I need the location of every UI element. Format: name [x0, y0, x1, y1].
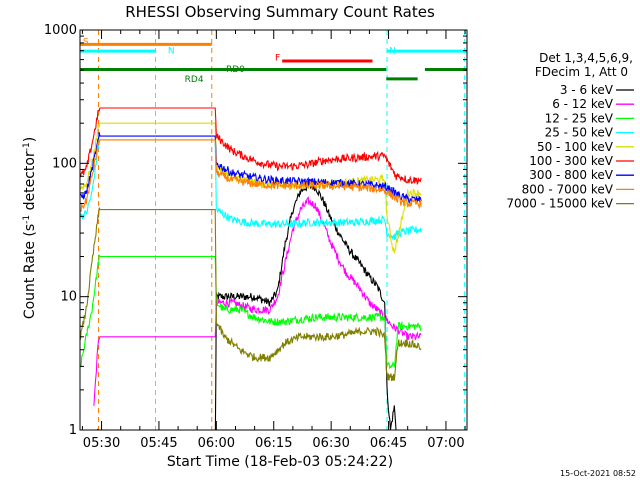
series-layer [80, 107, 422, 430]
legend-entry-label-7: 800 - 7000 keV [522, 182, 614, 196]
y-label-part2: detector [22, 151, 38, 215]
legend-entry-label-1: 6 - 12 keV [552, 97, 614, 111]
x-axis-label: Start Time (18-Feb-03 05:24:22) [167, 454, 393, 470]
y-tick-label: 100 [52, 156, 77, 171]
y-axis: 1 10 100 1000 [44, 23, 467, 438]
series-line-5 [80, 107, 422, 186]
x-tick-label: 06:00 [198, 436, 235, 451]
state-bar-label-3: F [275, 54, 280, 64]
legend-entry-label-6: 300 - 800 keV [529, 168, 613, 182]
legend-header-line1: Det 1,3,4,5,6,9, [539, 51, 633, 65]
x-tick-label: 05:45 [140, 436, 177, 451]
state-bar-label-5: RD4 [185, 75, 204, 85]
x-axis: 05:30 05:45 06:00 06:15 06:30 06:45 07:00 [81, 30, 466, 451]
y-label-part1: Count Rate (s [22, 224, 38, 319]
x-tick-label: 07:00 [427, 436, 464, 451]
x-tick-label: 05:30 [83, 436, 120, 451]
y-label-part3: ) [22, 137, 38, 142]
y-axis-label: Count Rate (s-1 detector-1) [22, 137, 38, 319]
x-tick-label: 06:15 [255, 436, 292, 451]
chart-title: RHESSI Observing Summary Count Rates [125, 3, 435, 21]
plot-area [80, 30, 467, 430]
generation-timestamp: 15-Oct-2021 08:52 [560, 469, 636, 478]
series-line-8 [80, 207, 422, 381]
legend-entry-label-0: 3 - 6 keV [560, 83, 614, 97]
state-bar-label-1: N [168, 47, 175, 57]
y-tick-label: 10 [60, 290, 77, 305]
x-tick-label: 06:45 [370, 436, 407, 451]
legend-entry-label-2: 12 - 25 keV [545, 111, 614, 125]
legend-entry-label-8: 7000 - 15000 keV [506, 197, 613, 211]
state-bars-layer [80, 42, 467, 81]
y-label-sup1: -1 [22, 215, 32, 224]
legend-header-line2: FDecim 1, Att 0 [535, 65, 628, 79]
legend-entry-label-4: 50 - 100 keV [537, 140, 614, 154]
x-tick-label: 06:30 [312, 436, 349, 451]
series-line-2 [80, 253, 422, 370]
series-line-0 [97, 180, 397, 430]
y-tick-label: 1000 [44, 23, 77, 38]
legend: Det 1,3,4,5,6,9, FDecim 1, Att 0 3 - 6 k… [506, 51, 634, 211]
series-line-7 [80, 139, 422, 212]
state-bar-label-2: N [389, 47, 396, 57]
series-line-1 [93, 196, 422, 406]
legend-entry-label-5: 100 - 300 keV [529, 154, 613, 168]
legend-entry-label-3: 25 - 50 keV [545, 126, 614, 140]
y-label-sup2: -1 [22, 142, 32, 151]
y-tick-label: 1 [69, 423, 77, 438]
state-bar-label-0: S [83, 37, 89, 47]
state-bar-label-4: RD0 [226, 65, 245, 75]
